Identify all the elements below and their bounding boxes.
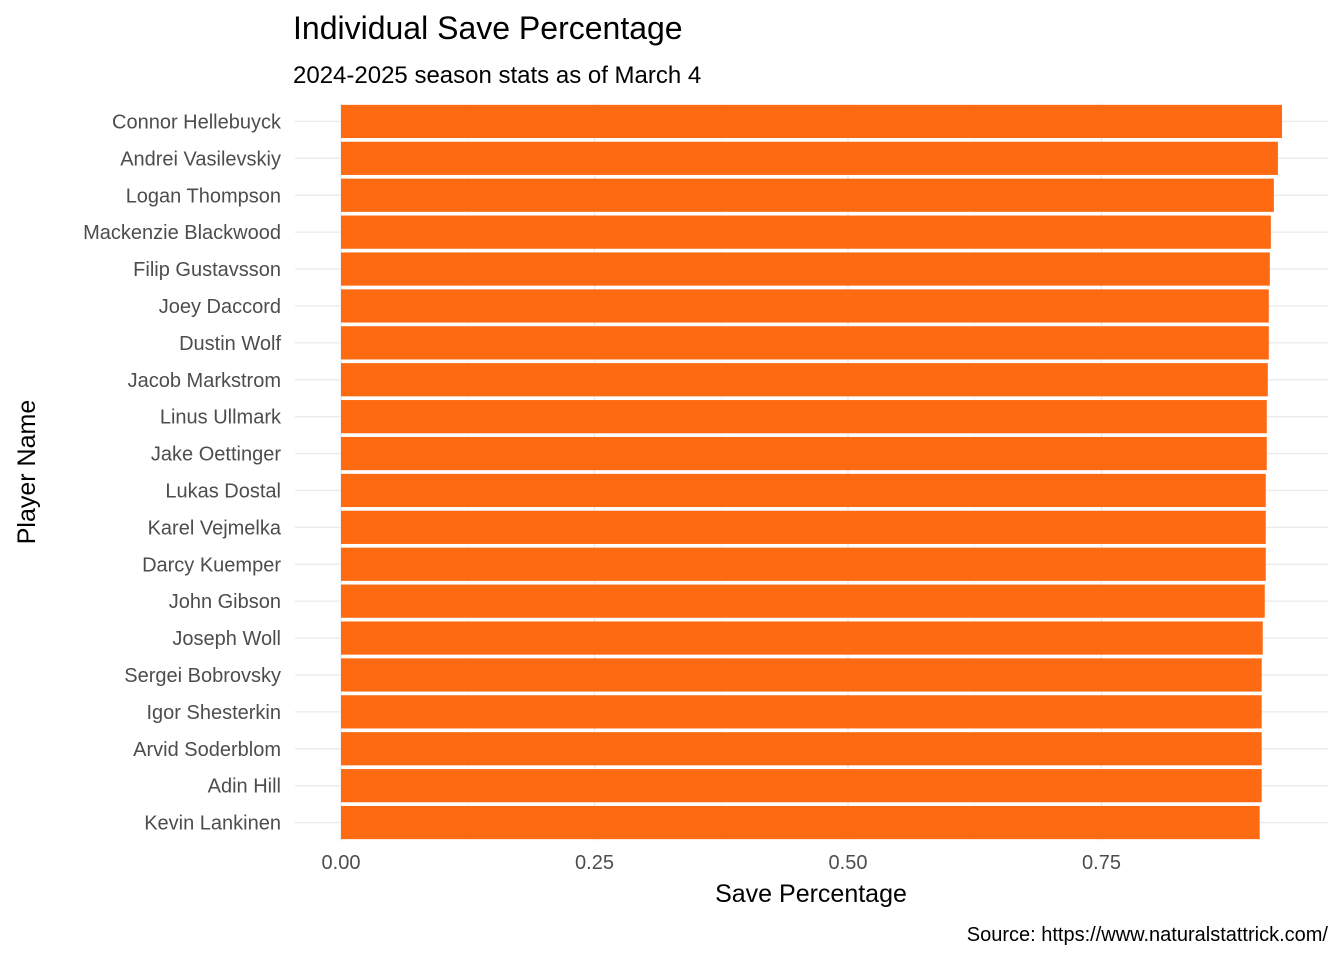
bar: [341, 621, 1263, 655]
y-tick-label: Sergei Bobrovsky: [124, 665, 281, 687]
x-tick-label: 0.50: [829, 852, 868, 874]
y-axis-tick-labels: Connor Hellebuyck Andrei Vasilevskiy Logan…: [83, 111, 282, 834]
chart-subtitle: 2024-2025 season stats as of March 4: [293, 62, 701, 89]
y-tick-label: Logan Thompson: [126, 185, 281, 207]
bar: [341, 436, 1267, 471]
y-tick-label: Adin Hill: [208, 776, 281, 798]
bars: [341, 104, 1282, 840]
x-axis-title: Save Percentage: [715, 880, 907, 908]
x-axis-tick-labels: 0.00 0.25 0.50 0.75: [322, 852, 1121, 874]
bar: [341, 289, 1269, 323]
bar: [341, 695, 1262, 729]
y-tick-label: Andrei Vasilevskiy: [120, 148, 281, 170]
y-tick-label: Dustin Wolf: [179, 333, 281, 355]
bar: [341, 658, 1262, 692]
y-tick-label: Joey Daccord: [159, 296, 281, 318]
bar: [341, 805, 1260, 840]
bar: [341, 400, 1267, 434]
bar: [341, 769, 1262, 803]
y-tick-label: Filip Gustavsson: [133, 259, 281, 281]
y-tick-label: Kevin Lankinen: [144, 813, 281, 835]
y-tick-label: Lukas Dostal: [165, 480, 281, 502]
bar: [341, 215, 1271, 249]
x-tick-label: 0.75: [1082, 852, 1121, 874]
x-tick-label: 0.00: [322, 852, 361, 874]
bar: [341, 363, 1268, 397]
x-tick-label: 0.25: [575, 852, 614, 874]
y-tick-label: Karel Vejmelka: [148, 517, 282, 539]
bar: [341, 510, 1266, 544]
bar: [341, 584, 1265, 618]
y-tick-label: Mackenzie Blackwood: [83, 222, 281, 244]
y-tick-label: John Gibson: [169, 591, 281, 613]
y-axis-title: Player Name: [13, 400, 41, 545]
bar: [341, 473, 1266, 508]
bar: [341, 104, 1282, 139]
y-tick-label: Joseph Woll: [172, 628, 281, 650]
y-tick-label: Jacob Markstrom: [128, 370, 281, 392]
y-tick-label: Linus Ullmark: [160, 407, 282, 429]
bar: [341, 732, 1262, 766]
y-tick-label: Jake Oettinger: [151, 444, 281, 466]
grid-lines: [295, 103, 1328, 841]
bar: [341, 178, 1274, 212]
bar: [341, 326, 1269, 360]
chart-title: Individual Save Percentage: [293, 10, 683, 46]
bar: [341, 547, 1266, 581]
y-tick-label: Igor Shesterkin: [146, 702, 281, 724]
y-tick-label: Arvid Soderblom: [133, 739, 281, 761]
y-tick-label: Connor Hellebuyck: [112, 111, 282, 133]
y-tick-label: Darcy Kuemper: [142, 554, 281, 576]
source-caption: Source: https://www.naturalstattrick.com…: [967, 924, 1329, 946]
bar: [341, 252, 1270, 286]
bar: [341, 141, 1278, 175]
